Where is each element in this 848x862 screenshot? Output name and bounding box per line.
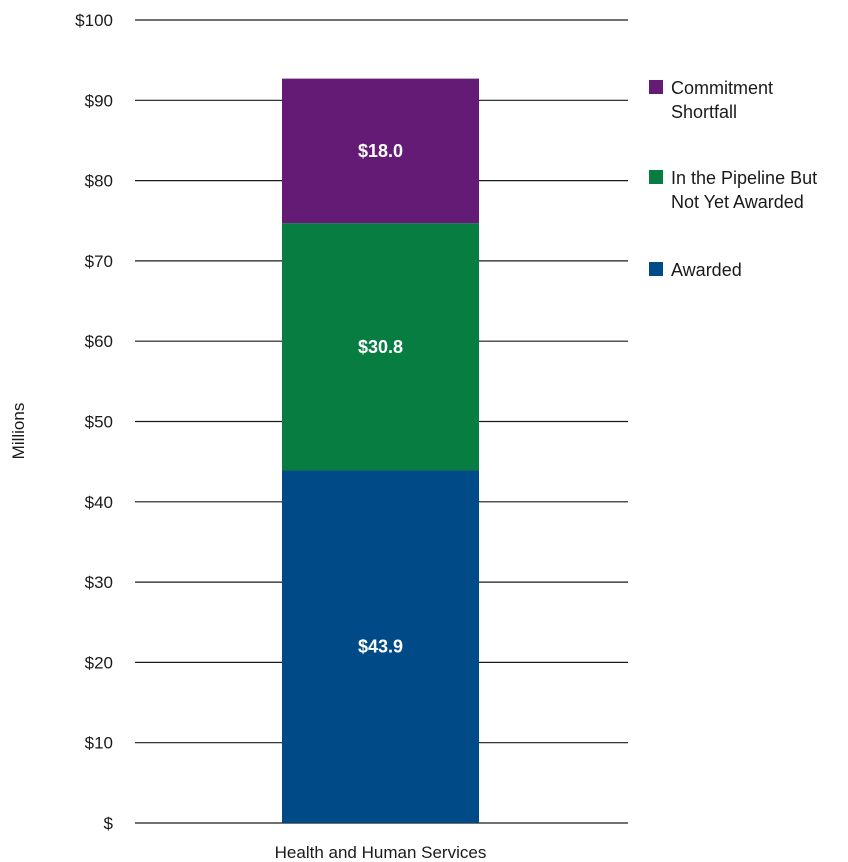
y-tick-label: $10 [85,734,113,753]
y-tick-label: $40 [85,493,113,512]
legend-swatch [649,262,663,276]
bar-value-label: $30.8 [358,337,403,357]
y-tick-label: $80 [85,172,113,191]
y-tick-label: $50 [85,413,113,432]
y-axis-ticks: $ $10 $20 $30 $40 $50 $60 $70 $80 $90 $100 [75,11,113,833]
x-category-label: Health and Human Services [275,843,487,862]
legend-label: Not Yet Awarded [671,192,804,212]
bar-value-label: $43.9 [358,637,403,657]
y-tick-label: $ [104,814,114,833]
x-axis-categories: Health and Human Services [275,843,487,862]
y-axis-title: Millions [9,403,28,460]
bar-segment-commitment-shortfall [282,78,479,224]
legend-swatch [649,80,663,94]
legend-label: In the Pipeline But [671,168,817,188]
legend: Commitment Shortfall In the Pipeline But No… [649,78,817,280]
bar-segment-awarded [282,470,479,823]
bar-value-label: $18.0 [358,141,403,161]
legend-label: Awarded [671,260,742,280]
y-tick-label: $20 [85,653,113,672]
y-tick-label: $30 [85,573,113,592]
bars: $43.9 $30.8 $18.0 [282,78,479,823]
bar-segment-in-the-pipeline-but-not-yet-awarded [282,223,479,471]
y-tick-label: $70 [85,252,113,271]
legend-label: Shortfall [671,102,737,122]
y-tick-label: $100 [75,11,113,30]
legend-swatch [649,170,663,184]
legend-label: Commitment [671,78,773,98]
y-tick-label: $60 [85,332,113,351]
y-tick-label: $90 [85,91,113,110]
